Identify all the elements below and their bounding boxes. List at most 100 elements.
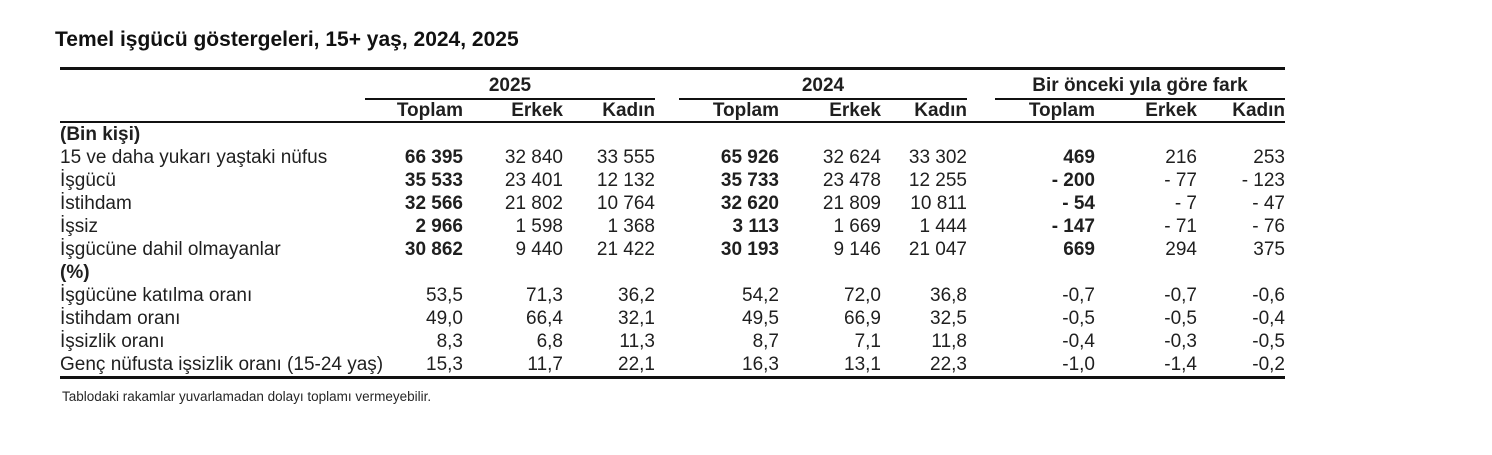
- column-header-2025-kadin: Kadın: [602, 100, 655, 121]
- table-row: İşsizlik oranı 8,3 6,8 11,3 8,7 7,1 11,8 -0,4 -0…: [60, 330, 1285, 353]
- cell-value: 21 802: [504, 193, 563, 214]
- cell-value: 16,3: [742, 354, 779, 375]
- cell-value: 6,8: [536, 331, 563, 352]
- cell-value: 21 809: [822, 193, 881, 214]
- section-header-label: (%): [60, 262, 90, 283]
- column-gap: [967, 284, 995, 307]
- column-gap: [655, 146, 679, 169]
- column-gap: [967, 70, 995, 100]
- cell-value: 72,0: [844, 285, 881, 306]
- cell-value: -0,5: [1062, 308, 1095, 329]
- column-header-2024-toplam: Toplam: [712, 100, 779, 121]
- cell-value: 32 840: [504, 147, 563, 168]
- cell-value: - 147: [1051, 216, 1095, 237]
- cell-value: -0,5: [1164, 308, 1197, 329]
- section-header-label: (Bin kişi): [60, 124, 141, 145]
- column-gap: [967, 192, 995, 215]
- cell-value: 375: [1253, 239, 1285, 260]
- column-gap: [967, 169, 995, 192]
- cell-value: - 54: [1062, 193, 1095, 214]
- table-row: İşgücü 35 533 23 401 12 132 35 733 23 478 12 2…: [60, 169, 1285, 192]
- cell-value: 1 598: [515, 216, 563, 237]
- row-label: İstihdam: [60, 193, 132, 214]
- cell-value: -0,2: [1252, 354, 1285, 375]
- labour-indicators-table: 2025 2024 Bir önceki yıla göre fark Topl…: [60, 67, 1285, 379]
- column-header-diff-kadin: Kadın: [1232, 100, 1285, 121]
- row-label: İşgücü: [60, 170, 116, 191]
- cell-value: 33 302: [908, 147, 967, 168]
- row-label: İşgücüne katılma oranı: [60, 285, 253, 306]
- cell-value: 22,1: [618, 354, 655, 375]
- row-label-spacer: [60, 100, 365, 121]
- cell-value: - 77: [1164, 170, 1197, 191]
- cell-value: -0,5: [1252, 331, 1285, 352]
- cell-value: - 71: [1164, 216, 1197, 237]
- cell-value: 7,1: [854, 331, 881, 352]
- row-label: İşsizlik oranı: [60, 331, 165, 352]
- table-row: İstihdam oranı 49,0 66,4 32,1 49,5 66,9 32,5 -0…: [60, 307, 1285, 330]
- row-label-spacer: [60, 70, 365, 100]
- column-gap: [967, 330, 995, 353]
- cell-value: 21 047: [908, 239, 967, 260]
- cell-value: 15,3: [426, 354, 463, 375]
- column-header-diff-erkek: Erkek: [1145, 100, 1197, 121]
- cell-value: 66,9: [844, 308, 881, 329]
- table-body: (Bin kişi) 15 ve daha yukarı yaştaki nüfu…: [60, 123, 1285, 376]
- column-group-2024: 2024: [679, 70, 967, 100]
- column-group-2025: 2025: [365, 70, 655, 100]
- cell-value: - 200: [1051, 170, 1095, 191]
- cell-value: 32 624: [822, 147, 881, 168]
- column-gap: [967, 146, 995, 169]
- column-gap: [655, 192, 679, 215]
- cell-value: -1,0: [1062, 354, 1095, 375]
- cell-value: -0,4: [1252, 308, 1285, 329]
- cell-value: - 123: [1241, 170, 1285, 191]
- cell-value: 23 401: [504, 170, 563, 191]
- cell-value: 294: [1165, 239, 1197, 260]
- table-row: İşsiz 2 966 1 598 1 368 3 113 1 669 1 444 - 147…: [60, 215, 1285, 238]
- cell-value: 30 862: [404, 239, 463, 260]
- cell-value: 35 733: [720, 170, 779, 191]
- cell-value: 53,5: [426, 285, 463, 306]
- cell-value: 8,3: [436, 331, 463, 352]
- row-label: İşsiz: [60, 216, 98, 237]
- cell-value: 11,8: [931, 331, 967, 352]
- cell-value: 10 764: [596, 193, 655, 214]
- cell-value: 36,8: [930, 285, 967, 306]
- column-gap: [967, 215, 995, 238]
- table-row: Genç nüfusta işsizlik oranı (15-24 yaş) 1…: [60, 353, 1285, 376]
- cell-value: 32,1: [618, 308, 655, 329]
- cell-value: 66,4: [526, 308, 563, 329]
- column-group-diff: Bir önceki yıla göre fark: [995, 70, 1285, 100]
- column-gap: [655, 307, 679, 330]
- column-gap: [655, 284, 679, 307]
- cell-value: 9 440: [515, 239, 563, 260]
- cell-value: -0,7: [1062, 285, 1095, 306]
- cell-value: 65 926: [720, 147, 779, 168]
- table-row: İşgücüne katılma oranı 53,5 71,3 36,2 54,2 72…: [60, 284, 1285, 307]
- table-top-rule: [60, 67, 1285, 70]
- section-header-row: (%): [60, 261, 1285, 284]
- cell-value: - 7: [1174, 193, 1197, 214]
- column-gap: [967, 307, 995, 330]
- cell-value: 11,3: [619, 331, 655, 352]
- row-label: 15 ve daha yukarı yaştaki nüfus: [60, 147, 328, 168]
- cell-value: 216: [1165, 147, 1197, 168]
- table-footnote: Tablodaki rakamlar yuvarlamadan dolayı t…: [62, 389, 432, 404]
- cell-value: 30 193: [720, 239, 779, 260]
- cell-value: - 76: [1252, 216, 1285, 237]
- cell-value: 1 368: [607, 216, 655, 237]
- cell-value: 32 620: [720, 193, 779, 214]
- column-gap: [967, 238, 995, 261]
- cell-value: 32 566: [404, 193, 463, 214]
- cell-value: 49,0: [426, 308, 463, 329]
- cell-value: 66 395: [404, 147, 463, 168]
- cell-value: 33 555: [596, 147, 655, 168]
- cell-value: 23 478: [822, 170, 881, 191]
- column-gap: [655, 353, 679, 376]
- cell-value: 1 444: [919, 216, 967, 237]
- row-label: Genç nüfusta işsizlik oranı (15-24 yaş): [60, 354, 384, 375]
- column-header-diff-toplam: Toplam: [1028, 100, 1095, 121]
- cell-value: 13,1: [844, 354, 881, 375]
- cell-value: 2 966: [415, 216, 463, 237]
